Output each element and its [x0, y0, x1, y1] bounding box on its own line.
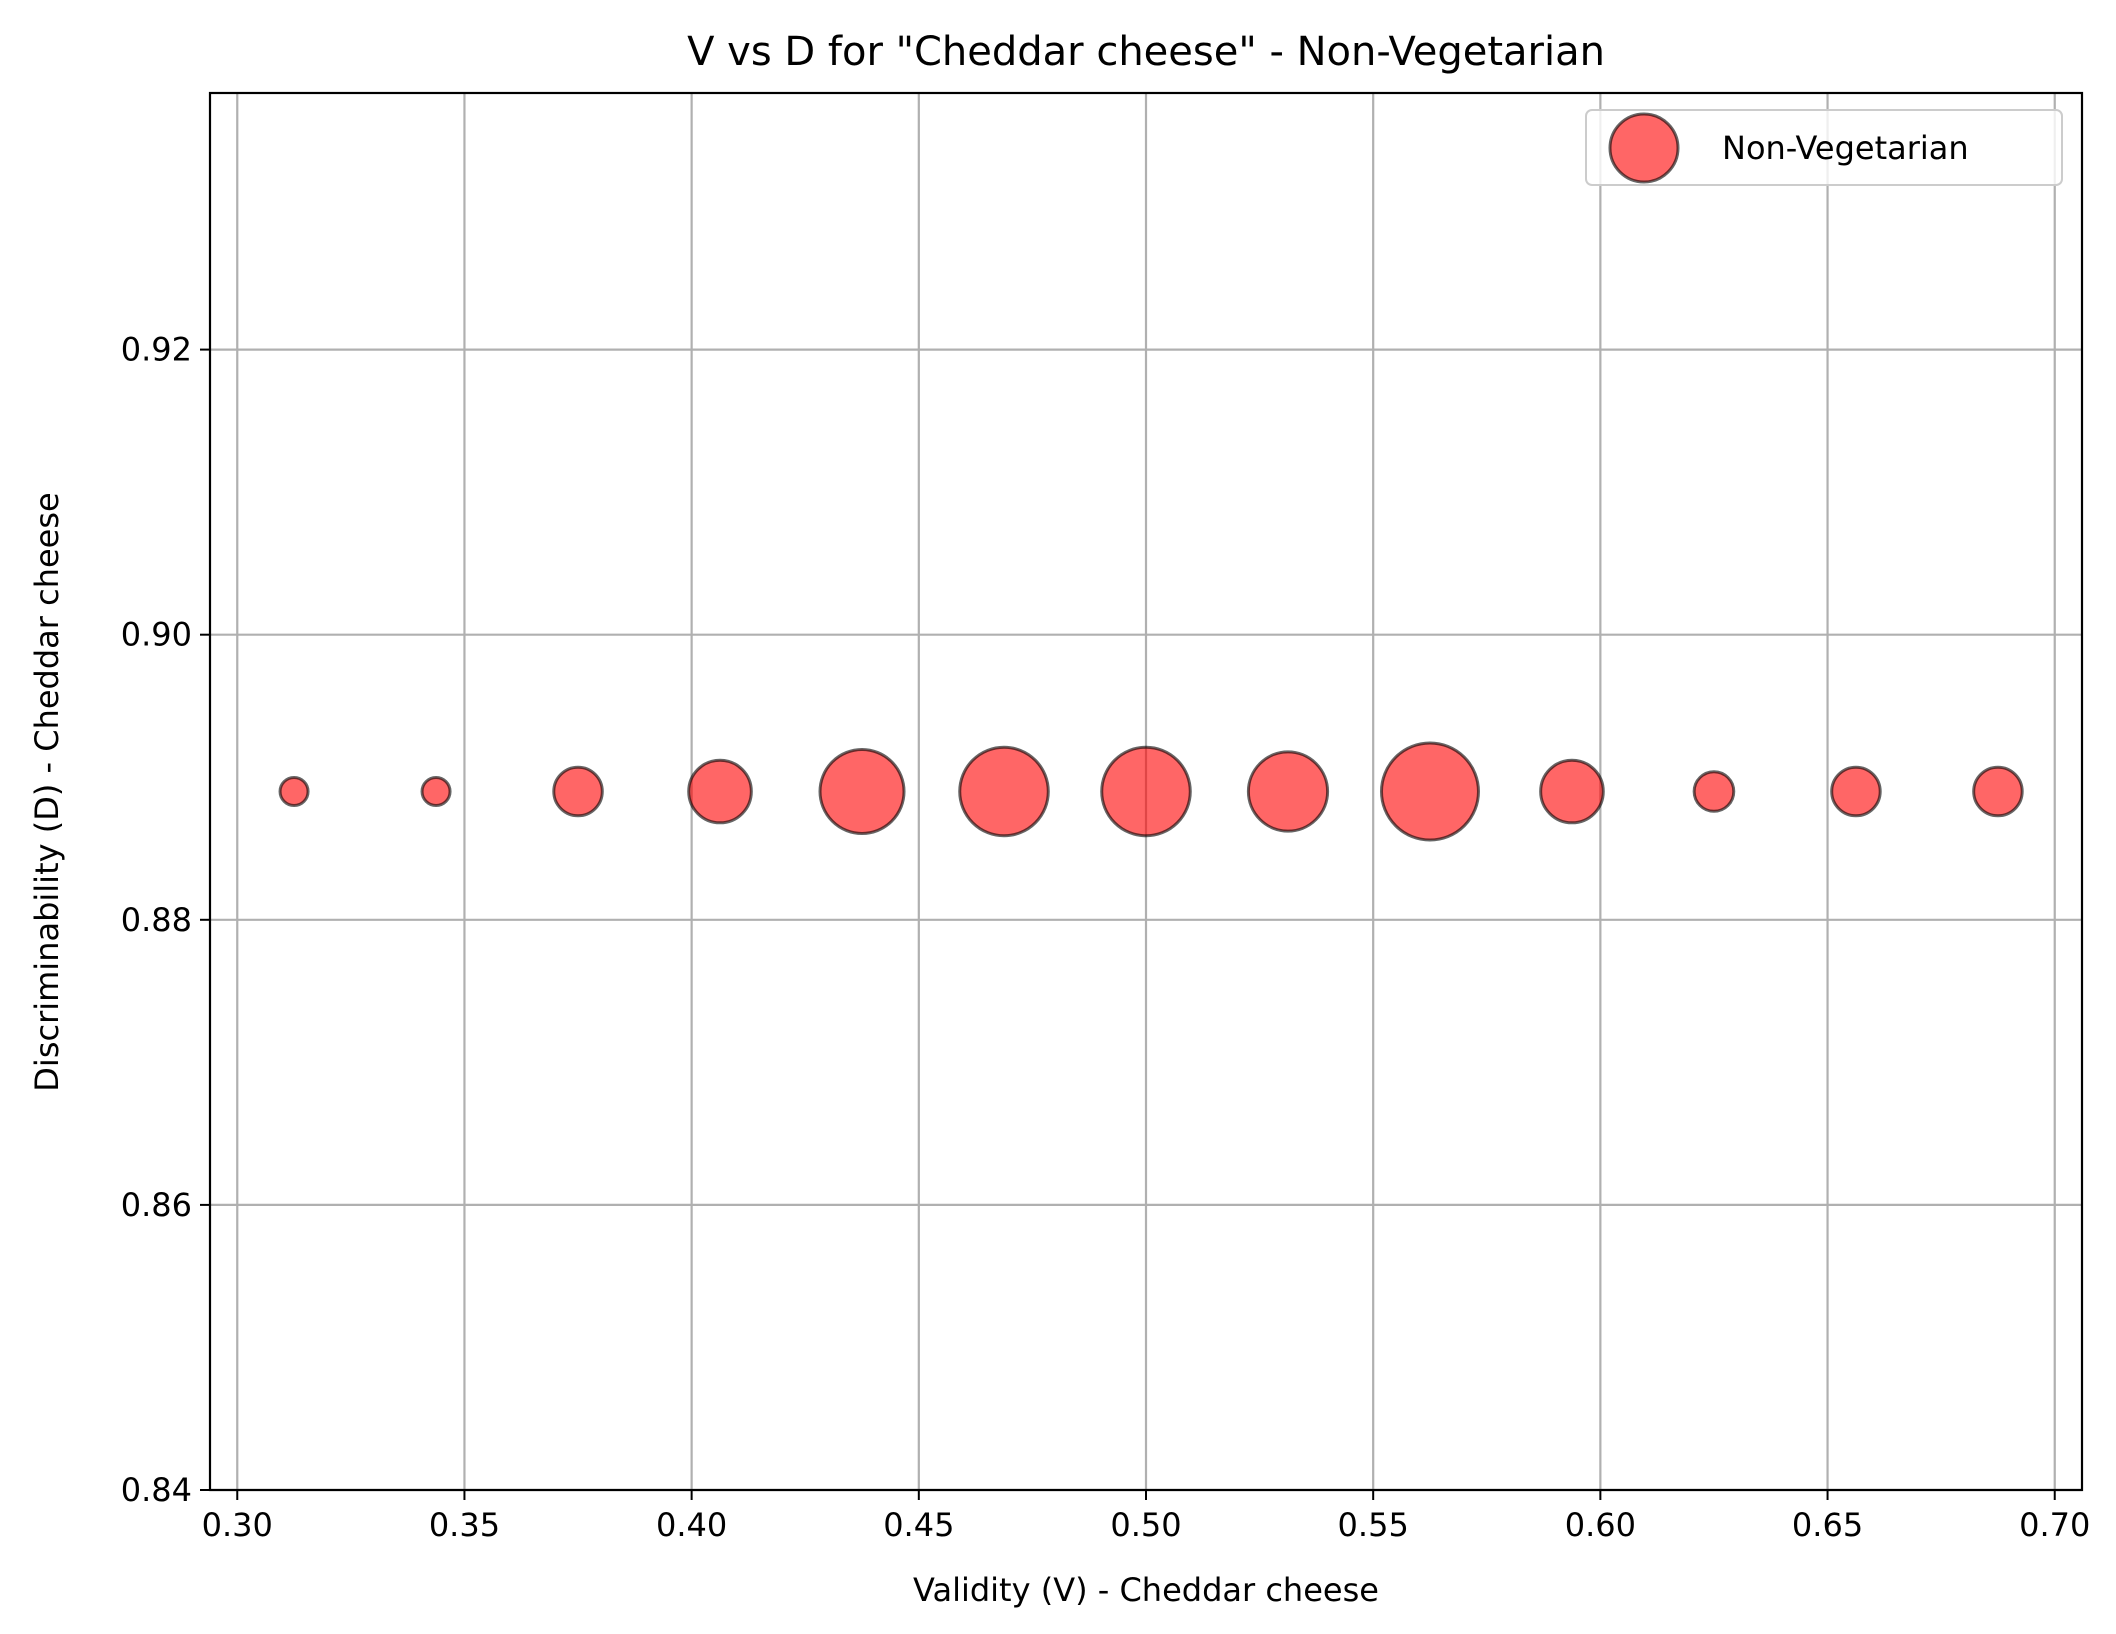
- x-tick-label: 0.35: [429, 1506, 500, 1544]
- data-point: [1246, 750, 1330, 833]
- y-tick-label: 0.88: [121, 901, 192, 939]
- data-point: [818, 748, 906, 835]
- data-points: [278, 741, 2024, 842]
- data-point: [687, 758, 753, 825]
- chart-title: V vs D for "Cheddar cheese" - Non-Vegeta…: [687, 29, 1605, 75]
- data-point: [1100, 745, 1192, 838]
- data-point: [1830, 765, 1882, 818]
- x-tick-label: 0.60: [1565, 1506, 1636, 1544]
- x-axis-label: Validity (V) - Cheddar cheese: [913, 1571, 1379, 1609]
- legend-box: [1585, 109, 2063, 186]
- x-tick-label: 0.40: [656, 1506, 727, 1544]
- y-tick-label: 0.84: [121, 1471, 192, 1509]
- x-tick-label: 0.50: [1110, 1506, 1181, 1544]
- data-point: [1379, 741, 1480, 842]
- y-axis-ticks: 0.84 0.86 0.88 0.90 0.92: [121, 331, 210, 1509]
- x-tick-label: 0.45: [883, 1506, 954, 1544]
- x-tick-label: 0.30: [202, 1506, 273, 1544]
- y-tick-label: 0.92: [121, 331, 192, 369]
- x-tick-label: 0.55: [1338, 1506, 1409, 1544]
- legend-label: Non-Vegetarian: [1722, 129, 1969, 167]
- x-tick-label: 0.65: [1792, 1506, 1863, 1544]
- y-axis-label: Discriminability (D) - Cheddar cheese: [28, 492, 66, 1091]
- data-point: [552, 765, 604, 818]
- data-point: [1972, 765, 2024, 818]
- x-axis-ticks: 0.30 0.35 0.40 0.45 0.50 0.55 0.60 0.65 0.70: [202, 1490, 2090, 1544]
- data-point: [1539, 758, 1605, 825]
- data-point: [420, 776, 452, 807]
- legend: Non-Vegetarian: [1585, 109, 2063, 186]
- data-point: [1692, 770, 1736, 813]
- x-tick-label: 0.70: [2019, 1506, 2090, 1544]
- y-tick-label: 0.86: [121, 1186, 192, 1224]
- y-tick-label: 0.90: [121, 616, 192, 654]
- legend-marker: [1608, 112, 1680, 184]
- data-point: [278, 776, 310, 807]
- data-point: [958, 745, 1050, 838]
